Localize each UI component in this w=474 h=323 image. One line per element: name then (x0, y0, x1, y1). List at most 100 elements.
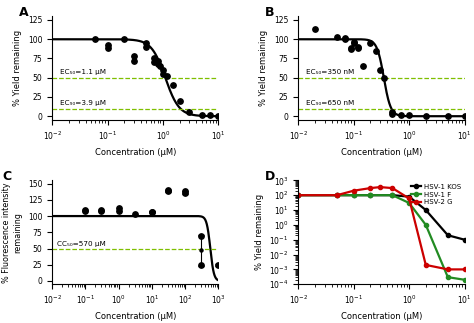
Point (182, 189, 189, 194)
Point (444, 114, 452, 119)
Point (347, 45, 355, 50)
Point (182, 191, 189, 196)
HSV-2 G (334, 193, 340, 197)
Point (176, 98, 183, 103)
Point (341, 36, 349, 42)
Point (350, 39, 357, 44)
Text: B: B (265, 6, 274, 19)
Y-axis label: % Yield remaining: % Yield remaining (259, 30, 268, 106)
Point (104, 46, 111, 51)
HSV-1 KOS (406, 195, 412, 199)
Point (151, 56, 158, 61)
Y-axis label: % Yield remaining: % Yield remaining (255, 194, 264, 270)
Text: EC₉₀=3.9 μM: EC₉₀=3.9 μM (60, 100, 106, 106)
X-axis label: Concentration (μM): Concentration (μM) (341, 148, 422, 157)
Point (197, 233, 205, 238)
Point (91, 36, 99, 42)
Point (130, 54, 138, 59)
Point (82, 208, 89, 214)
Text: C: C (2, 170, 11, 183)
HSV-1 F (367, 193, 373, 197)
HSV-2 G (445, 267, 451, 271)
HSV-1 KOS (351, 193, 356, 197)
Point (164, 187, 172, 193)
Point (154, 61, 162, 67)
Text: D: D (265, 170, 275, 183)
Point (397, 112, 404, 117)
HSV-1 KOS (462, 238, 467, 242)
HSV-1 KOS (390, 193, 395, 197)
Line: HSV-2 G: HSV-2 G (296, 185, 466, 271)
Point (333, 34, 341, 39)
Point (131, 212, 138, 217)
HSV-2 G (390, 186, 395, 190)
HSV-2 G (351, 189, 356, 193)
X-axis label: Concentration (μM): Concentration (μM) (341, 312, 422, 321)
HSV-1 F (390, 193, 395, 197)
HSV-2 G (462, 267, 467, 271)
HSV-2 G (367, 186, 373, 190)
HSV-1 F (423, 223, 428, 227)
Point (360, 64, 367, 69)
Point (311, 27, 319, 32)
Legend: HSV-1 KOS, HSV-1 F, HSV-2 G: HSV-1 KOS, HSV-1 F, HSV-2 G (411, 184, 461, 205)
Line: HSV-1 KOS: HSV-1 KOS (296, 193, 466, 242)
Point (380, 75, 388, 80)
Point (198, 112, 206, 117)
Point (366, 40, 374, 46)
Y-axis label: % Yield remaining: % Yield remaining (13, 30, 22, 106)
Point (341, 36, 349, 41)
Point (389, 111, 396, 117)
Point (215, 114, 222, 119)
HSV-1 KOS (295, 193, 301, 197)
Point (354, 46, 362, 51)
Point (148, 210, 155, 215)
Point (405, 113, 413, 118)
HSV-1 F (406, 201, 412, 205)
HSV-1 F (351, 193, 356, 197)
X-axis label: Concentration (μM): Concentration (μM) (95, 312, 176, 321)
Point (347, 47, 355, 52)
Point (164, 189, 172, 194)
Point (143, 40, 150, 46)
Point (422, 114, 429, 119)
HSV-1 KOS (367, 193, 373, 197)
Point (120, 36, 128, 42)
Text: CC₅₀=570 μM: CC₅₀=570 μM (57, 241, 106, 246)
Point (354, 44, 362, 49)
Y-axis label: % Fluorescence intensity
remaining: % Fluorescence intensity remaining (2, 182, 22, 283)
Point (115, 206, 122, 211)
Point (148, 209, 155, 214)
Point (98, 207, 105, 212)
HSV-1 KOS (334, 193, 340, 197)
Point (389, 110, 396, 115)
HSV-2 G (295, 193, 301, 197)
Point (186, 110, 193, 115)
Point (164, 74, 171, 79)
Point (104, 43, 111, 48)
Point (169, 83, 176, 88)
Text: A: A (19, 6, 28, 19)
HSV-2 G (377, 185, 383, 189)
Point (376, 68, 384, 73)
Text: EC₉₀=650 nM: EC₉₀=650 nM (306, 100, 355, 106)
HSV-1 F (334, 193, 340, 197)
HSV-1 F (462, 278, 467, 282)
Point (206, 113, 214, 118)
Point (115, 208, 122, 214)
Point (372, 48, 380, 53)
Point (98, 208, 105, 214)
Point (154, 58, 162, 63)
HSV-1 KOS (423, 208, 428, 212)
Line: HSV-1 F: HSV-1 F (296, 193, 466, 282)
Point (130, 58, 138, 63)
HSV-1 F (445, 275, 451, 279)
Point (159, 71, 167, 77)
X-axis label: Concentration (μM): Concentration (μM) (95, 148, 176, 157)
Point (157, 64, 164, 69)
HSV-2 G (406, 196, 412, 200)
Point (82, 207, 89, 212)
Text: EC₅₀=350 nM: EC₅₀=350 nM (306, 69, 355, 75)
Point (197, 263, 205, 268)
Point (151, 60, 158, 65)
